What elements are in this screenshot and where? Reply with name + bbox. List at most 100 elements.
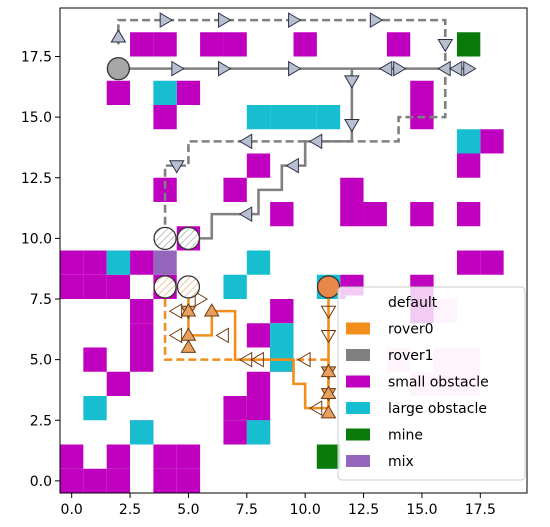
- cell-small: [363, 202, 387, 227]
- triangle-marker: [238, 351, 253, 368]
- cell-small: [130, 323, 154, 348]
- x-tick-label: 10.0: [290, 502, 321, 518]
- triangle-marker: [320, 385, 337, 399]
- y-tick-label: 12.5: [21, 171, 52, 187]
- legend-swatch: [346, 402, 370, 414]
- cell-large: [223, 274, 247, 299]
- cell-large: [246, 250, 271, 275]
- triangle-marker: [218, 12, 232, 28]
- triangle-marker: [437, 38, 454, 53]
- legend-label: mine: [388, 428, 423, 444]
- rover0-hatched-marker: [176, 275, 201, 299]
- y-tick-label: 0.0: [30, 474, 52, 490]
- legend-label: rover1: [388, 348, 434, 364]
- triangle-marker: [203, 303, 220, 317]
- cell-small: [60, 274, 84, 299]
- y-tick-label: 10.0: [21, 231, 52, 247]
- cell-small: [106, 80, 131, 105]
- triangle-marker: [378, 60, 393, 77]
- cell-small: [130, 347, 154, 372]
- cell-large: [246, 420, 271, 445]
- triangle-marker: [369, 12, 384, 28]
- cell-large: [456, 129, 481, 154]
- cell-small: [106, 274, 131, 299]
- cell-small: [83, 468, 107, 493]
- triangle-marker: [215, 327, 229, 344]
- triangle-marker: [159, 12, 174, 28]
- x-tick-label: 17.5: [465, 502, 496, 518]
- legend-swatch: [346, 349, 370, 361]
- cell-large: [130, 420, 154, 445]
- cell-small: [340, 202, 364, 227]
- cell-small: [153, 468, 177, 493]
- legend-box: [337, 286, 526, 481]
- cell-large: [153, 80, 177, 105]
- axis-ticks: 0.0 2.5 5.0 7.5 10.0 12.5 15.0 17.5 0.0 2.5 5.0 7.5…: [21, 50, 496, 519]
- cell-small: [456, 202, 481, 227]
- x-tick-label: 7.5: [236, 502, 258, 518]
- cell-small: [410, 80, 434, 105]
- rover0-start-marker: [316, 275, 341, 299]
- triangle-marker: [320, 404, 337, 419]
- cell-small: [246, 371, 271, 396]
- cell-small: [130, 299, 154, 324]
- cell-large: [83, 396, 107, 421]
- cell-mine: [456, 32, 481, 57]
- triangle-marker: [168, 160, 185, 174]
- x-tick-label: 2.5: [119, 502, 141, 518]
- triangle-marker: [463, 60, 477, 77]
- cell-small: [60, 250, 84, 275]
- cell-small: [223, 32, 247, 57]
- x-tick-label: 15.0: [406, 502, 437, 518]
- cell-small: [293, 32, 317, 57]
- cell-small: [130, 32, 154, 57]
- cell-small: [176, 80, 201, 105]
- rover0-path-dashed: [163, 286, 330, 409]
- cell-small: [176, 468, 201, 493]
- legend-label: mix: [388, 454, 414, 470]
- cell-large: [106, 250, 131, 275]
- triangle-marker: [288, 12, 302, 28]
- y-tick-label: 7.5: [30, 292, 52, 308]
- triangle-marker: [168, 303, 183, 319]
- cell-small: [130, 250, 154, 275]
- legend-swatch: [346, 428, 370, 441]
- triangle-marker: [168, 327, 183, 344]
- triangle-marker: [344, 75, 360, 89]
- triangle-marker: [308, 400, 323, 416]
- rover1-hatched-marker: [176, 226, 201, 251]
- cell-small: [223, 177, 247, 202]
- cell-small: [106, 468, 131, 493]
- cell-small: [83, 274, 107, 299]
- x-tick-label: 12.5: [348, 502, 379, 518]
- cell-large: [316, 105, 341, 130]
- cell-small: [106, 371, 131, 396]
- legend-swatch: [346, 455, 370, 467]
- axes-frame: [59, 7, 528, 494]
- cell-small: [456, 153, 481, 178]
- triangle-marker: [320, 305, 337, 320]
- cell-small: [340, 177, 364, 202]
- cell-small: [270, 202, 294, 227]
- triangle-marker: [448, 60, 463, 77]
- triangle-marker: [288, 60, 302, 77]
- rover-markers: [106, 12, 477, 419]
- cell-small: [386, 32, 411, 57]
- triangle-marker: [297, 351, 311, 368]
- x-tick-label: 5.0: [177, 502, 199, 518]
- cell-large: [270, 323, 294, 348]
- rover0-path-solid: [187, 286, 330, 410]
- x-tick-label: 0.0: [61, 502, 83, 518]
- triangle-marker: [320, 329, 337, 344]
- triangle-marker: [110, 29, 127, 43]
- cell-small: [223, 396, 247, 421]
- cell-small: [153, 32, 177, 57]
- legend: default rover0 rover1 small obstacle large o…: [337, 286, 526, 481]
- rover1-hatched-marker: [153, 226, 177, 251]
- cell-large: [246, 105, 271, 130]
- rover1-start-marker: [106, 56, 131, 81]
- rover0-hatched-marker: [153, 275, 177, 299]
- cell-small: [223, 420, 247, 445]
- legend-label: large obstacle: [388, 401, 487, 417]
